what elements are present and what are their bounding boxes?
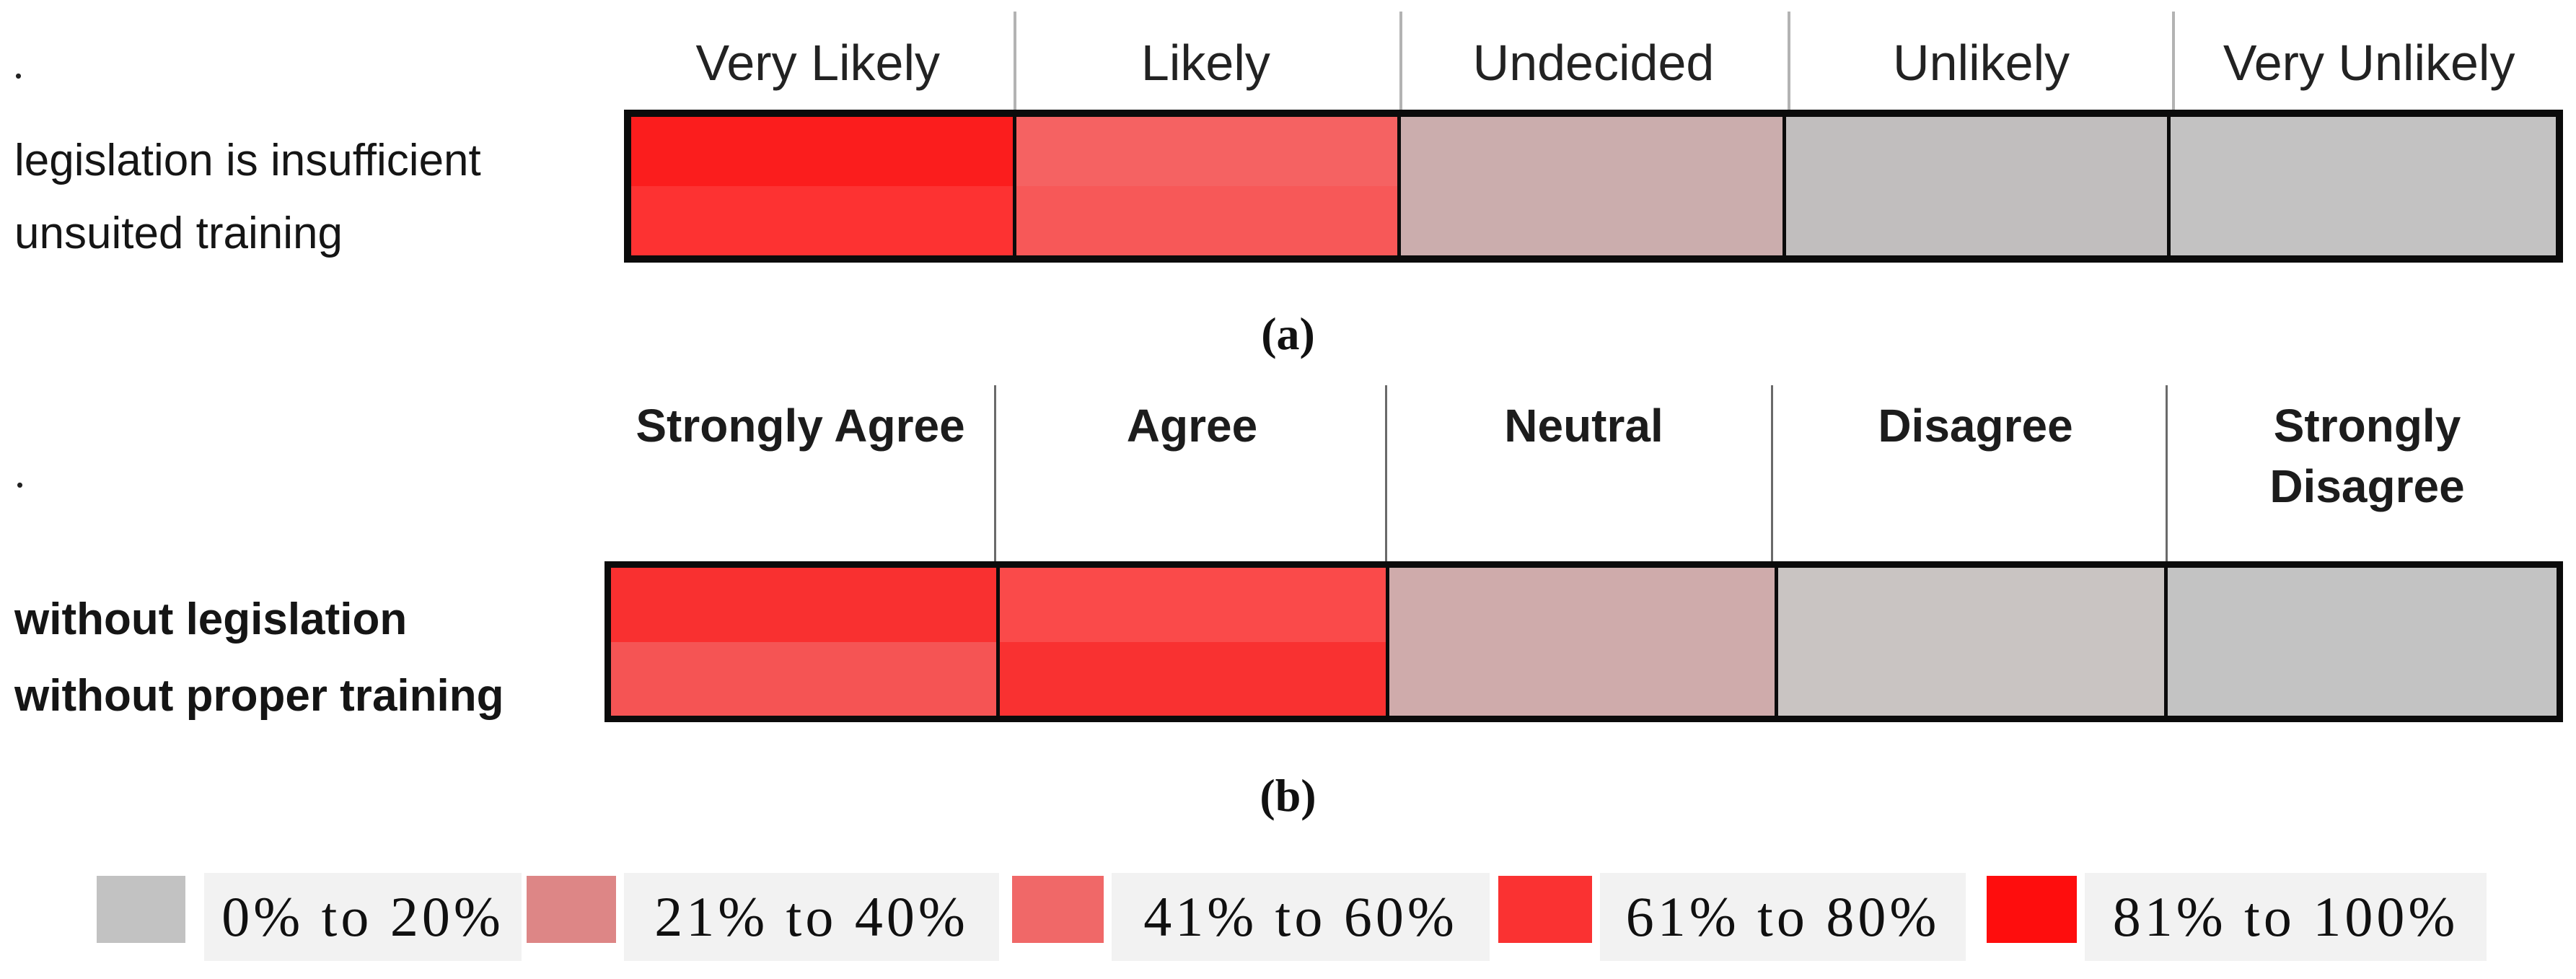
column-separator [1399,12,1402,110]
heatmap-cell [1016,186,1402,255]
heatmap-cell [1778,568,2168,642]
heatmap-cell [611,568,1001,642]
column-header-very-unlikely: Very Unlikely [2223,35,2515,91]
heatmap-cell [1778,641,2168,716]
heatmap-cell [611,641,1001,716]
panel-b-caption: (b) [1260,770,1316,821]
heatmap-cell [1000,568,1389,642]
column-header-strongly-agree: Strongly Agree [636,400,965,452]
panel-b-header-row: Strongly Agree Agree Neutral Disagree St… [605,395,2563,561]
stray-dot: . [14,449,25,496]
panel-a-caption: (a) [1261,308,1315,359]
heatmap-cell [2171,117,2556,186]
legend-label-81-100: 81% to 100% [2085,873,2487,961]
panel-a-header-row: Very Likely Likely Undecided Unlikely Ve… [624,30,2563,95]
column-header-unlikely: Unlikely [1893,35,2070,91]
heatmap-cell [1000,641,1389,716]
legend-label-61-80: 61% to 80% [1600,873,1966,961]
column-separator [2166,385,2168,561]
heatmap-table-a [624,110,2563,263]
row-label-without-proper-training: without proper training [14,671,504,721]
row-label-legislation-insufficient: legislation is insufficient [14,136,481,185]
heatmap-cell [1401,186,1786,255]
heatmap-cell [1016,117,1402,186]
legend-swatch-0-20 [97,876,185,943]
legend-swatch-81-100 [1987,876,2077,943]
heatmap-cell [1785,117,2171,186]
row-label-unsuited-training: unsuited training [14,208,343,258]
legend-swatch-61-80 [1498,876,1592,943]
column-separator [994,385,996,561]
column-header-neutral: Neutral [1504,400,1663,452]
column-header-disagree: Disagree [1878,400,2073,452]
column-separator [2172,12,2175,110]
legend-label-0-20: 0% to 20% [204,873,522,961]
column-header-very-likely: Very Likely [695,35,941,91]
legend-label-41-60: 41% to 60% [1112,873,1490,961]
heatmap-cell [1401,117,1786,186]
heatmap-cell [1389,568,1779,642]
column-header-undecided: Undecided [1472,35,1715,91]
column-header-agree: Agree [1126,400,1258,452]
heatmap-table-b [605,561,2563,722]
column-header-strongly-disagree: Strongly Disagree [2269,400,2465,512]
column-header-likely: Likely [1140,35,1270,91]
column-separator [1385,385,1387,561]
column-separator [1771,385,1773,561]
legend-label-21-40: 21% to 40% [624,873,999,961]
heatmap-cell [1785,186,2171,255]
column-separator [1014,12,1016,110]
legend-swatch-41-60 [1012,876,1104,943]
heatmap-cell [2167,568,2557,642]
heatmap-cell [2171,186,2556,255]
row-label-without-legislation: without legislation [14,594,408,644]
stray-dot: . [13,40,24,87]
column-separator [1788,12,1790,110]
legend-swatch-21-40 [527,876,616,943]
heatmap-cell [1389,641,1779,716]
heatmap-cell [631,117,1016,186]
heatmap-cell [2167,641,2557,716]
heatmap-cell [631,186,1016,255]
